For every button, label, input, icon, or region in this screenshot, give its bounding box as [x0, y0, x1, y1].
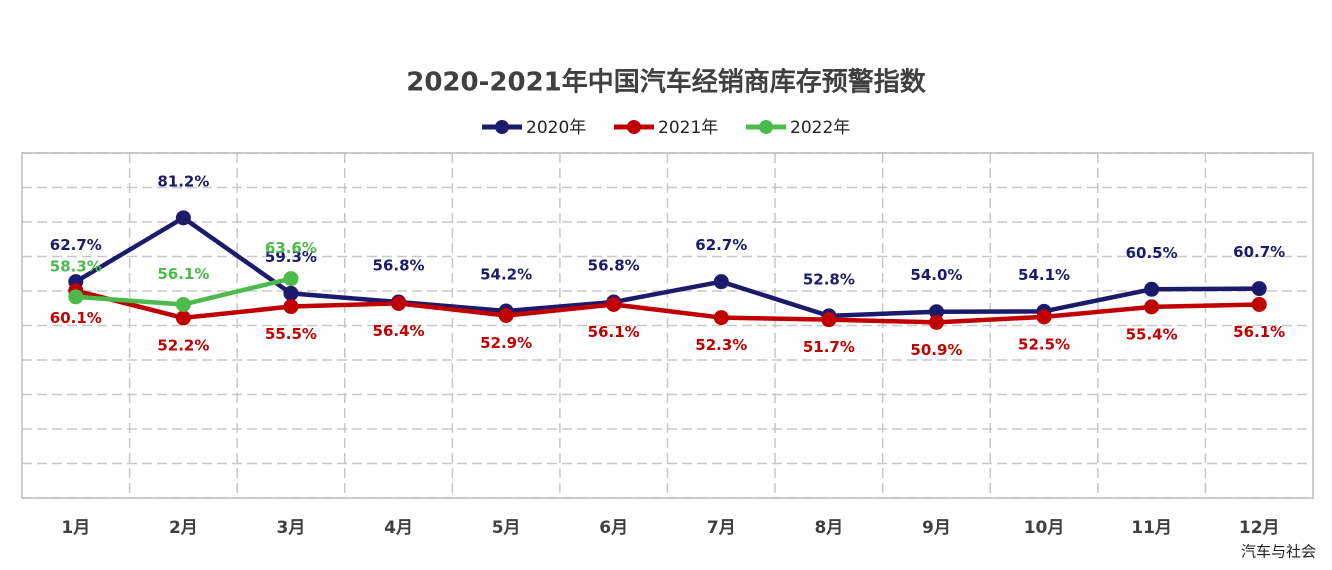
data-label: 60.5% — [1126, 244, 1178, 262]
x-tick-label: 6月 — [599, 518, 628, 538]
data-point — [821, 312, 837, 328]
data-point — [391, 295, 407, 311]
legend-marker — [759, 120, 773, 134]
data-label: 52.5% — [1018, 335, 1070, 353]
data-label: 58.3% — [50, 257, 102, 275]
data-point — [498, 307, 514, 323]
chart-title: 2020-2021年中国汽车经销商库存预警指数 — [406, 67, 927, 98]
data-point — [175, 210, 191, 226]
x-tick-label: 5月 — [492, 518, 521, 538]
data-point — [175, 296, 191, 312]
data-point — [1036, 309, 1052, 325]
data-point — [175, 310, 191, 326]
data-label: 63.6% — [265, 239, 317, 257]
x-tick-label: 11月 — [1131, 518, 1172, 538]
x-tick-label: 10月 — [1024, 518, 1065, 538]
data-point — [713, 310, 729, 326]
data-label: 56.1% — [1233, 323, 1285, 341]
legend-marker — [627, 120, 641, 134]
x-tick-label: 3月 — [277, 518, 306, 538]
data-point — [1251, 281, 1267, 297]
data-point — [713, 274, 729, 290]
data-point — [1251, 296, 1267, 312]
data-point — [1144, 299, 1160, 315]
x-tick-label: 9月 — [922, 518, 951, 538]
data-point — [283, 299, 299, 315]
data-label: 56.1% — [588, 323, 640, 341]
data-label: 56.4% — [373, 322, 425, 340]
x-tick-label: 1月 — [61, 518, 90, 538]
x-tick-label: 8月 — [814, 518, 843, 538]
x-tick-label: 7月 — [707, 518, 736, 538]
data-point — [1144, 281, 1160, 297]
data-label: 52.8% — [803, 270, 855, 288]
data-label: 52.3% — [695, 336, 747, 354]
data-point — [68, 289, 84, 305]
data-label: 60.1% — [50, 309, 102, 327]
data-label: 54.2% — [480, 266, 532, 284]
plot-border — [21, 152, 1314, 499]
data-label: 54.0% — [910, 266, 962, 284]
data-point — [283, 285, 299, 301]
data-label: 50.9% — [910, 341, 962, 359]
data-point — [606, 296, 622, 312]
data-label: 52.9% — [480, 334, 532, 352]
series-line — [75, 288, 1260, 325]
data-label: 62.7% — [695, 236, 747, 254]
legend-marker — [495, 120, 509, 134]
data-point — [283, 271, 299, 287]
data-label: 56.8% — [588, 257, 640, 275]
data-label: 55.4% — [1126, 325, 1178, 343]
legend-label: 2020年 — [526, 118, 586, 138]
watermark: 汽车与社会 — [1241, 543, 1316, 561]
data-label: 56.1% — [157, 265, 209, 283]
x-tick-label: 2月 — [169, 518, 198, 538]
data-label: 60.7% — [1233, 243, 1285, 261]
data-label: 59.3% — [265, 248, 317, 266]
data-label: 52.2% — [157, 336, 209, 354]
data-label: 54.1% — [1018, 266, 1070, 284]
x-tick-label: 12月 — [1239, 518, 1280, 538]
data-label: 55.5% — [265, 325, 317, 343]
data-label: 56.8% — [373, 257, 425, 275]
legend-label: 2022年 — [790, 118, 850, 138]
x-tick-label: 4月 — [384, 518, 413, 538]
data-point — [928, 314, 944, 330]
data-label: 81.2% — [157, 172, 209, 190]
legend-label: 2021年 — [658, 118, 718, 138]
data-point — [928, 304, 944, 320]
data-label: 51.7% — [803, 338, 855, 356]
data-label: 62.7% — [50, 236, 102, 254]
